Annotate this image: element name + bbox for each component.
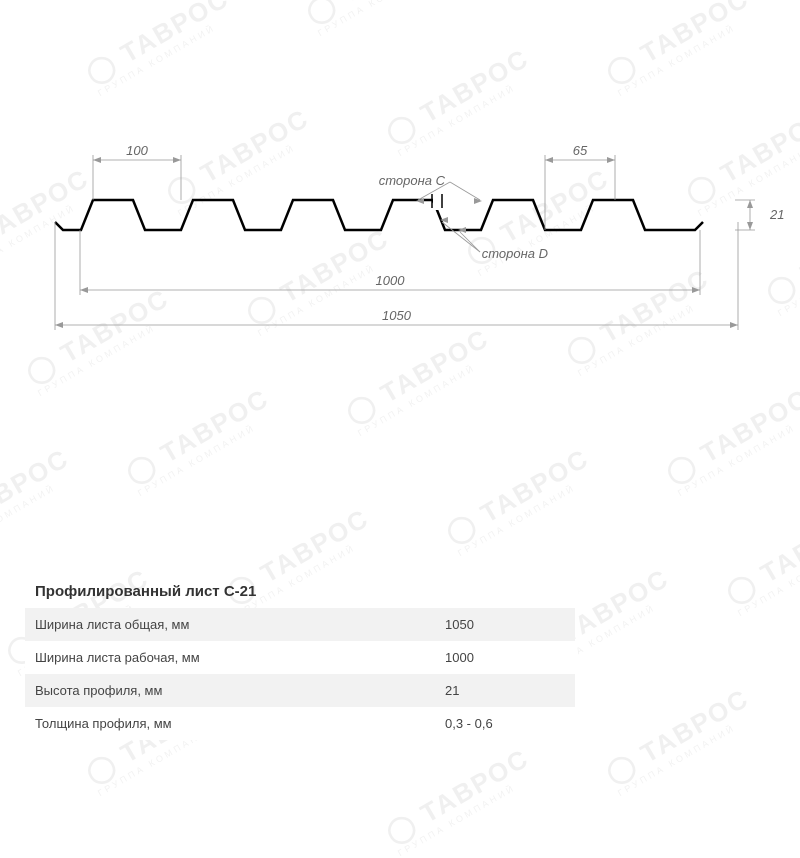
- spec-row: Высота профиля, мм21: [25, 674, 575, 707]
- svg-text:100: 100: [126, 143, 148, 158]
- profile-diagram: 100 65 21 1000 1050 сторона С сторона D: [0, 0, 800, 400]
- svg-text:сторона С: сторона С: [379, 173, 446, 188]
- table-title: Профилированный лист С-21: [25, 575, 575, 608]
- svg-text:65: 65: [573, 143, 588, 158]
- svg-text:1050: 1050: [382, 308, 412, 323]
- svg-text:21: 21: [769, 207, 784, 222]
- spec-row: Толщина профиля, мм0,3 - 0,6: [25, 707, 575, 740]
- svg-text:1000: 1000: [376, 273, 406, 288]
- spec-row: Ширина листа общая, мм1050: [25, 608, 575, 641]
- svg-text:сторона D: сторона D: [482, 246, 548, 261]
- spec-table: Профилированный лист С-21 Ширина листа о…: [25, 575, 575, 740]
- spec-row: Ширина листа рабочая, мм1000: [25, 641, 575, 674]
